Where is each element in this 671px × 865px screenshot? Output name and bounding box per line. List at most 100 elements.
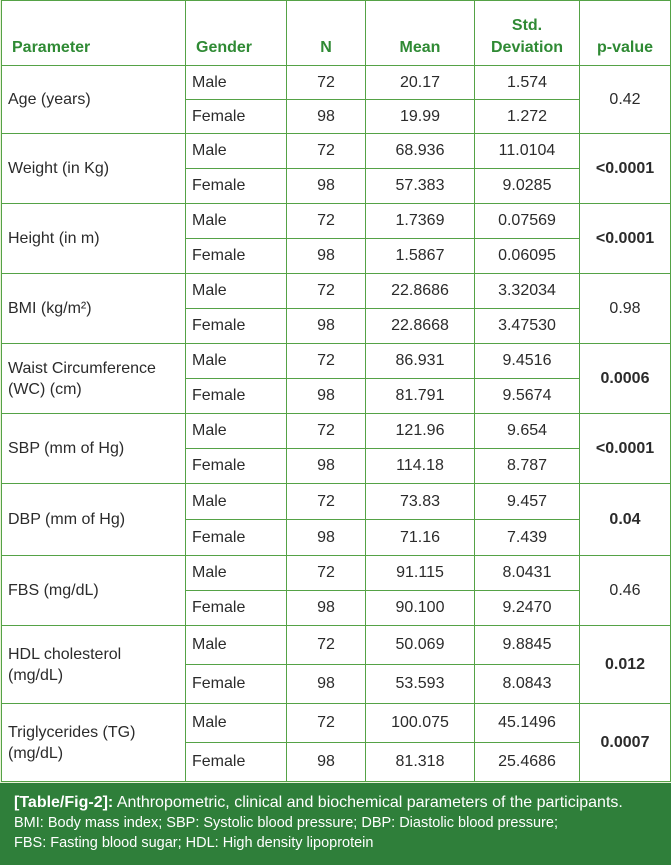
caption-abbreviations-1: BMI: Body mass index; SBP: Systolic bloo… [14,815,558,831]
gender-cell: Male [185,65,287,100]
table-row: BMI (kg/m²) Male 72 22.8686 3.32034 0.98 [1,273,671,344]
mean-cell: 1.7369 [365,203,475,239]
mean-cell: 100.075 [365,703,475,743]
p-value-cell: 0.46 [579,555,671,626]
table-row: Female 98 114.18 8.787 [2,448,671,484]
sd-cell: 9.4516 [474,343,580,379]
table-row: Female 98 22.8668 3.47530 [2,308,671,344]
mean-cell: 114.18 [365,448,475,484]
n-cell: 72 [286,703,366,743]
sd-cell: 8.0843 [474,664,580,704]
sd-cell: 3.32034 [474,273,580,309]
table-row: FBS (mg/dL) Male 72 91.115 8.0431 0.46 [1,555,671,626]
n-cell: 98 [286,238,366,274]
gender-cell: Female [185,448,287,484]
sd-cell: 9.5674 [474,378,580,414]
n-cell: 98 [286,378,366,414]
parameter-cell: Waist Circumference (WC) (cm) [1,343,186,414]
parameter-cell: Weight (in Kg) [1,133,186,204]
table-row: Height (in m) Male 72 1.7369 0.07569 <0.0001 [1,203,671,274]
mean-cell: 1.5867 [365,238,475,274]
mean-cell: 81.318 [365,742,475,782]
sd-cell: 11.0104 [474,133,580,169]
table-row: Age (years) Male 72 20.17 1.574 0.42 [1,65,671,134]
gender-cell: Female [185,378,287,414]
header-n: N [286,0,366,66]
n-cell: 72 [286,273,366,309]
header-std-deviation: Std. Deviation [474,0,580,66]
table-row: HDL cholesterol (mg/dL) Male 72 50.069 9.884… [1,625,671,704]
n-cell: 98 [286,168,366,204]
table-row: Female 98 57.383 9.0285 [2,168,671,204]
n-cell: 98 [286,590,366,626]
n-cell: 72 [286,203,366,239]
parameter-cell: Height (in m) [1,203,186,274]
mean-cell: 57.383 [365,168,475,204]
gender-cell: Male [185,625,287,665]
gender-cell: Male [185,273,287,309]
parameter-cell: HDL cholesterol (mg/dL) [1,625,186,704]
n-cell: 72 [286,413,366,449]
parameter-cell: Triglycerides (TG) (mg/dL) [1,703,186,782]
header-mean: Mean [365,0,475,66]
parameter-cell: DBP (mm of Hg) [1,483,186,556]
parameter-cell: FBS (mg/dL) [1,555,186,626]
gender-cell: Female [185,590,287,626]
caption-abbreviations-2: FBS: Fasting blood sugar; HDL: High dens… [14,835,374,851]
header-gender: Gender [185,0,287,66]
table-row: Female 98 81.791 9.5674 [2,378,671,414]
gender-cell: Male [185,413,287,449]
sd-cell: 9.2470 [474,590,580,626]
n-cell: 72 [286,343,366,379]
data-table: Parameter Gender N Mean Std. Deviation p… [1,0,671,782]
n-cell: 98 [286,99,366,134]
table-row: Triglycerides (TG) (mg/dL) Male 72 100.075 4… [1,703,671,782]
parameter-cell: SBP (mm of Hg) [1,413,186,484]
sd-cell: 1.272 [474,99,580,134]
mean-cell: 121.96 [365,413,475,449]
header-parameter: Parameter [1,0,186,66]
sd-cell: 9.0285 [474,168,580,204]
gender-cell: Male [185,483,287,520]
caption-title-line: [Table/Fig-2]: Anthropometric, clinical … [14,793,657,813]
sd-cell: 8.0431 [474,555,580,591]
n-cell: 98 [286,742,366,782]
n-cell: 72 [286,625,366,665]
table-row: DBP (mm of Hg) Male 72 73.83 9.457 0.04 [1,483,671,556]
mean-cell: 22.8668 [365,308,475,344]
p-value-cell: <0.0001 [579,133,671,204]
gender-cell: Female [185,664,287,704]
mean-cell: 90.100 [365,590,475,626]
table-row: Female 98 90.100 9.2470 [2,590,671,626]
table-row: Female 98 1.5867 0.06095 [2,238,671,274]
p-value-cell: 0.42 [579,65,671,134]
sd-cell: 1.574 [474,65,580,100]
sd-cell: 45.1496 [474,703,580,743]
n-cell: 98 [286,519,366,556]
sd-cell: 0.07569 [474,203,580,239]
table-header-row: Parameter Gender N Mean Std. Deviation p… [1,0,671,66]
gender-cell: Female [185,519,287,556]
gender-cell: Male [185,133,287,169]
n-cell: 98 [286,448,366,484]
mean-cell: 71.16 [365,519,475,556]
gender-cell: Female [185,168,287,204]
mean-cell: 20.17 [365,65,475,100]
p-value-cell: 0.0007 [579,703,671,782]
sd-cell: 9.654 [474,413,580,449]
mean-cell: 81.791 [365,378,475,414]
header-p-value: p-value [579,0,671,66]
sd-cell: 25.4686 [474,742,580,782]
p-value-cell: 0.0006 [579,343,671,414]
sd-cell: 9.8845 [474,625,580,665]
table-row: Female 98 71.16 7.439 [2,519,671,556]
mean-cell: 86.931 [365,343,475,379]
table-row: Female 98 19.99 1.272 [2,99,671,134]
gender-cell: Female [185,238,287,274]
gender-cell: Male [185,703,287,743]
caption-text: Anthropometric, clinical and biochemical… [116,794,623,811]
mean-cell: 19.99 [365,99,475,134]
sd-cell: 0.06095 [474,238,580,274]
sd-cell: 9.457 [474,483,580,520]
sd-cell: 3.47530 [474,308,580,344]
